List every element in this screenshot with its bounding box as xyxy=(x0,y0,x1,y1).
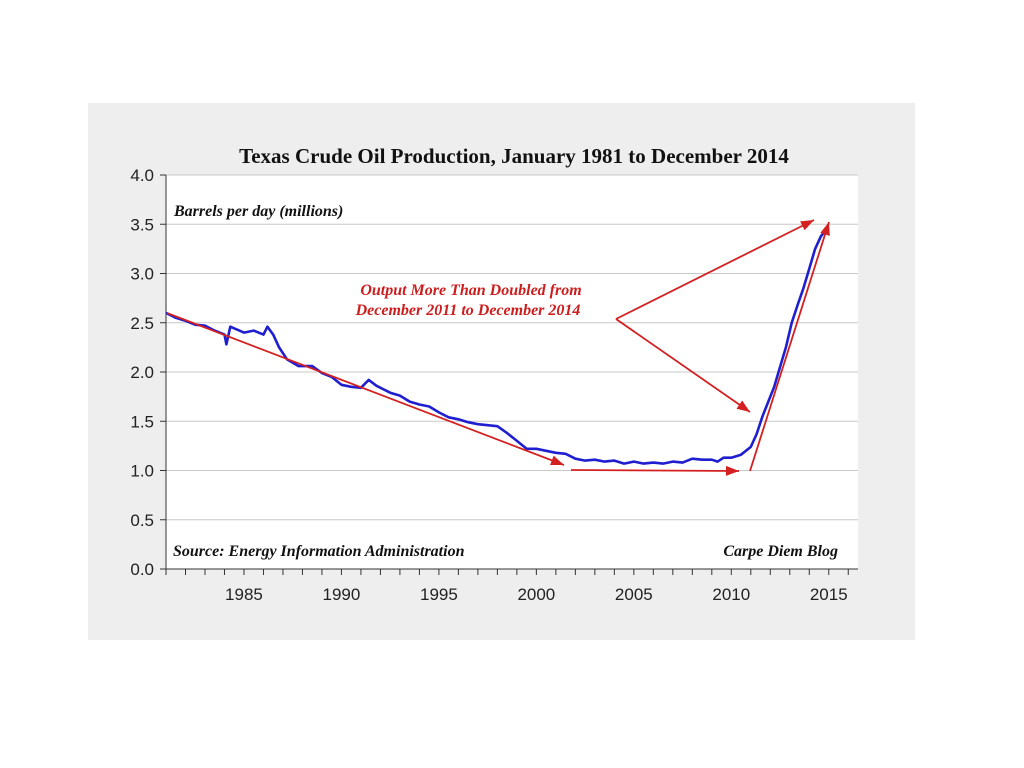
y-tick-label-2.0: 2.0 xyxy=(130,363,154,382)
callout-arrow-lower xyxy=(615,318,751,413)
source-note: Source: Energy Information Administratio… xyxy=(173,543,465,560)
x-tick-label-1995: 1995 xyxy=(420,585,458,604)
annotation-line-2: December 2011 to December 2014 xyxy=(355,302,581,319)
credit-note: Carpe Diem Blog xyxy=(723,543,838,560)
annotation-line-1: Output More Than Doubled from xyxy=(360,282,581,299)
y-tick-label-1.0: 1.0 xyxy=(130,462,154,481)
callout-arrow-lower-head xyxy=(736,400,750,412)
x-tick-label-1990: 1990 xyxy=(323,585,361,604)
x-axis: 1985 1990 1995 2000 2005 2010 2015 xyxy=(165,568,858,604)
trend-rise-arrow-shaft xyxy=(749,221,830,472)
y-tick-label-1.5: 1.5 xyxy=(130,412,154,431)
callout-arrow-upper-head xyxy=(800,220,814,231)
trend-rise-arrow-head xyxy=(820,222,830,236)
callout-arrow-lower-shaft xyxy=(615,318,751,413)
trend-decline-arrow xyxy=(166,312,565,466)
grid xyxy=(166,174,858,521)
trend-rise-arrow xyxy=(749,221,830,472)
trend-decline-arrow-head xyxy=(550,455,564,466)
trend-flat-arrow-head xyxy=(725,465,739,476)
y-tick-label-2.5: 2.5 xyxy=(130,314,154,333)
series-layer xyxy=(165,228,828,465)
x-tick-label-2015: 2015 xyxy=(810,585,848,604)
trend-flat-arrow-shaft xyxy=(570,469,740,472)
x-tick-label-2010: 2010 xyxy=(712,585,750,604)
trend-flat-arrow xyxy=(570,465,740,476)
chart-title: Texas Crude Oil Production, January 1981… xyxy=(239,144,789,168)
series-line xyxy=(165,228,828,465)
y-tick-label-3.5: 3.5 xyxy=(130,215,154,234)
y-tick-label-4.0: 4.0 xyxy=(130,166,154,185)
chart: Texas Crude Oil Production, January 1981… xyxy=(130,144,858,604)
y-tick-label-3.0: 3.0 xyxy=(130,265,154,284)
y-axis-label: Barrels per day (millions) xyxy=(173,203,343,220)
annotation-arrows xyxy=(166,219,830,476)
x-tick-label-1985: 1985 xyxy=(225,585,263,604)
callout-arrow-upper xyxy=(615,219,815,320)
chart-panel: Texas Crude Oil Production, January 1981… xyxy=(88,103,915,640)
callout-arrow-upper-shaft xyxy=(615,219,815,320)
y-tick-label-0.0: 0.0 xyxy=(130,560,154,579)
trend-decline-arrow-shaft xyxy=(166,312,565,466)
x-tick-label-2005: 2005 xyxy=(615,585,653,604)
y-tick-label-0.5: 0.5 xyxy=(130,511,154,530)
y-axis: 0.0 0.5 1.0 1.5 2.0 2.5 3.0 3.5 4.0 xyxy=(130,166,167,579)
x-tick-label-2000: 2000 xyxy=(517,585,555,604)
